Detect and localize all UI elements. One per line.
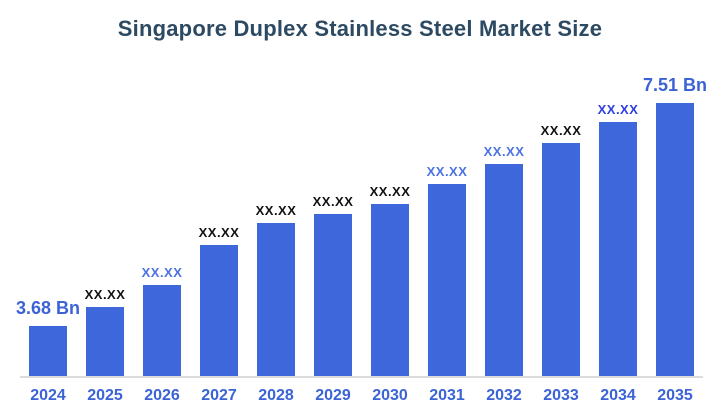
x-tick-2025: 2025: [87, 387, 123, 404]
value-label-2032: XX.XX: [483, 144, 525, 159]
value-label-2027: XX.XX: [198, 225, 240, 240]
x-tick-2027: 2027: [201, 387, 237, 404]
value-label-2028: XX.XX: [255, 203, 297, 218]
bar-2026: [143, 285, 181, 376]
x-tick-2035: 2035: [657, 387, 693, 404]
bar-2035: [656, 103, 694, 376]
x-tick-2034: 2034: [600, 387, 636, 404]
value-label-2026: XX.XX: [141, 265, 183, 280]
bar-2029: [314, 214, 352, 376]
x-tick-2026: 2026: [144, 387, 180, 404]
bar-2024: [29, 326, 67, 376]
x-tick-2030: 2030: [372, 387, 408, 404]
value-label-2031: XX.XX: [426, 164, 468, 179]
value-label-2033: XX.XX: [540, 123, 582, 138]
x-axis-line: [20, 376, 703, 378]
x-tick-2032: 2032: [486, 387, 522, 404]
bar-2028: [257, 223, 295, 376]
bar-2032: [485, 164, 523, 376]
value-label-2024: 3.68 Bn: [15, 298, 81, 318]
chart-title: Singapore Duplex Stainless Steel Market …: [117, 16, 603, 41]
x-tick-2029: 2029: [315, 387, 351, 404]
bar-2025: [86, 307, 124, 376]
bar-2033: [542, 143, 580, 376]
value-label-2030: XX.XX: [369, 184, 411, 199]
bar-2034: [599, 122, 637, 376]
x-tick-2033: 2033: [543, 387, 579, 404]
x-tick-2031: 2031: [429, 387, 465, 404]
value-label-2025: XX.XX: [84, 287, 126, 302]
value-label-2034: XX.XX: [597, 102, 639, 117]
bar-2030: [371, 204, 409, 376]
x-tick-2028: 2028: [258, 387, 294, 404]
value-label-2035: 7.51 Bn: [642, 75, 708, 95]
bar-2027: [200, 245, 238, 376]
x-tick-2024: 2024: [30, 387, 66, 404]
value-label-2029: XX.XX: [312, 194, 354, 209]
bar-2031: [428, 184, 466, 376]
